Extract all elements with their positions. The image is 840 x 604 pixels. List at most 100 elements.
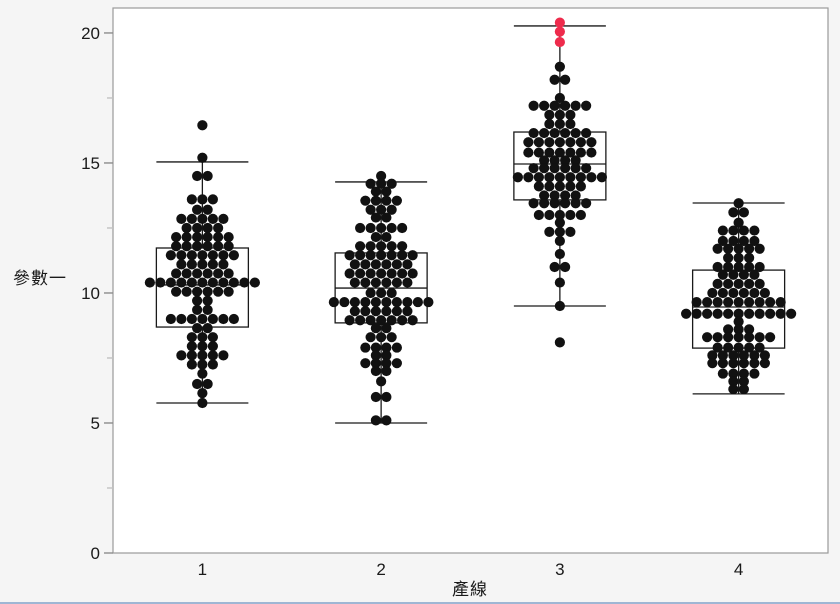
data-point[interactable] <box>370 296 381 308</box>
data-point[interactable] <box>528 127 539 139</box>
data-point[interactable] <box>176 313 187 325</box>
data-point[interactable] <box>733 217 744 228</box>
data-point[interactable] <box>754 296 765 308</box>
data-point[interactable] <box>744 252 755 263</box>
data-point[interactable] <box>197 397 208 409</box>
data-point[interactable] <box>575 137 586 148</box>
data-point[interactable] <box>202 170 213 182</box>
data-point[interactable] <box>544 109 555 120</box>
data-point[interactable] <box>554 109 565 120</box>
data-point[interactable] <box>560 100 571 111</box>
data-point[interactable] <box>376 376 387 387</box>
data-point[interactable] <box>197 359 208 370</box>
data-point[interactable] <box>733 296 744 308</box>
data-point[interactable] <box>728 368 739 379</box>
data-point[interactable] <box>171 286 182 297</box>
data-point[interactable] <box>744 296 755 308</box>
data-point[interactable] <box>759 358 770 369</box>
data-point[interactable] <box>749 350 760 361</box>
data-point[interactable] <box>186 213 197 224</box>
data-point[interactable] <box>723 296 734 308</box>
data-point[interactable] <box>202 222 213 234</box>
data-point[interactable] <box>702 308 713 319</box>
data-point[interactable] <box>207 350 218 361</box>
data-point[interactable] <box>723 342 734 353</box>
data-point[interactable] <box>738 376 749 387</box>
data-point[interactable] <box>539 163 550 174</box>
data-point[interactable] <box>707 287 718 299</box>
data-point[interactable] <box>176 213 187 224</box>
data-point[interactable] <box>728 384 739 395</box>
data-point[interactable] <box>554 277 565 288</box>
data-point[interactable] <box>744 243 755 254</box>
data-point[interactable] <box>407 250 418 261</box>
data-point[interactable] <box>723 252 734 263</box>
data-point[interactable] <box>586 147 597 158</box>
data-point[interactable] <box>344 268 355 279</box>
data-point[interactable] <box>560 261 571 273</box>
data-point[interactable] <box>376 170 387 182</box>
data-point[interactable] <box>223 231 234 243</box>
data-point[interactable] <box>365 332 376 343</box>
data-point[interactable] <box>565 137 576 148</box>
data-point[interactable] <box>575 209 586 221</box>
data-point[interactable] <box>528 198 539 209</box>
data-point[interactable] <box>186 350 197 361</box>
data-point[interactable] <box>376 204 387 215</box>
data-point[interactable] <box>754 261 765 273</box>
data-point[interactable] <box>570 100 581 111</box>
data-point[interactable] <box>744 332 755 343</box>
data-point[interactable] <box>717 287 728 299</box>
data-point[interactable] <box>554 248 565 260</box>
data-point[interactable] <box>171 231 182 243</box>
data-point[interactable] <box>738 207 749 218</box>
data-point[interactable] <box>549 261 560 273</box>
data-point[interactable] <box>533 147 544 158</box>
data-point[interactable] <box>370 277 381 288</box>
data-point[interactable] <box>207 194 218 205</box>
data-point[interactable] <box>402 259 413 270</box>
data-point[interactable] <box>360 306 371 317</box>
data-point[interactable] <box>207 277 218 288</box>
data-point[interactable] <box>360 259 371 270</box>
data-point[interactable] <box>181 222 192 234</box>
data-point[interactable] <box>397 315 408 326</box>
data-point[interactable] <box>586 172 597 183</box>
data-point[interactable] <box>397 268 408 279</box>
data-point[interactable] <box>207 313 218 325</box>
data-point[interactable] <box>360 296 371 308</box>
data-point[interactable] <box>344 315 355 326</box>
data-point[interactable] <box>165 277 176 288</box>
data-point[interactable] <box>539 190 550 201</box>
data-point[interactable] <box>381 259 392 270</box>
data-point[interactable] <box>528 100 539 111</box>
data-point[interactable] <box>702 296 713 308</box>
data-point[interactable] <box>192 322 203 334</box>
data-point[interactable] <box>391 358 402 369</box>
data-point[interactable] <box>197 194 208 205</box>
data-point[interactable] <box>554 61 565 72</box>
data-point[interactable] <box>554 217 565 228</box>
data-point[interactable] <box>717 225 728 236</box>
data-point[interactable] <box>370 231 381 243</box>
data-point[interactable] <box>370 195 381 206</box>
data-point[interactable] <box>355 315 366 326</box>
data-point[interactable] <box>381 277 392 288</box>
data-point[interactable] <box>733 324 744 335</box>
data-point[interactable] <box>213 222 224 234</box>
data-point[interactable] <box>365 204 376 215</box>
data-point[interactable] <box>207 213 218 224</box>
data-point[interactable] <box>186 359 197 370</box>
data-point[interactable] <box>544 118 555 130</box>
data-point[interactable] <box>181 241 192 252</box>
data-point[interactable] <box>549 74 560 85</box>
data-point[interactable] <box>391 296 402 308</box>
data-point[interactable] <box>386 268 397 279</box>
data-point[interactable] <box>197 152 208 163</box>
data-point[interactable] <box>197 277 208 288</box>
data-point[interactable] <box>376 332 387 343</box>
data-point[interactable] <box>355 222 366 234</box>
data-point[interactable] <box>749 368 760 379</box>
data-point[interactable] <box>549 163 560 174</box>
data-point[interactable] <box>691 296 702 308</box>
